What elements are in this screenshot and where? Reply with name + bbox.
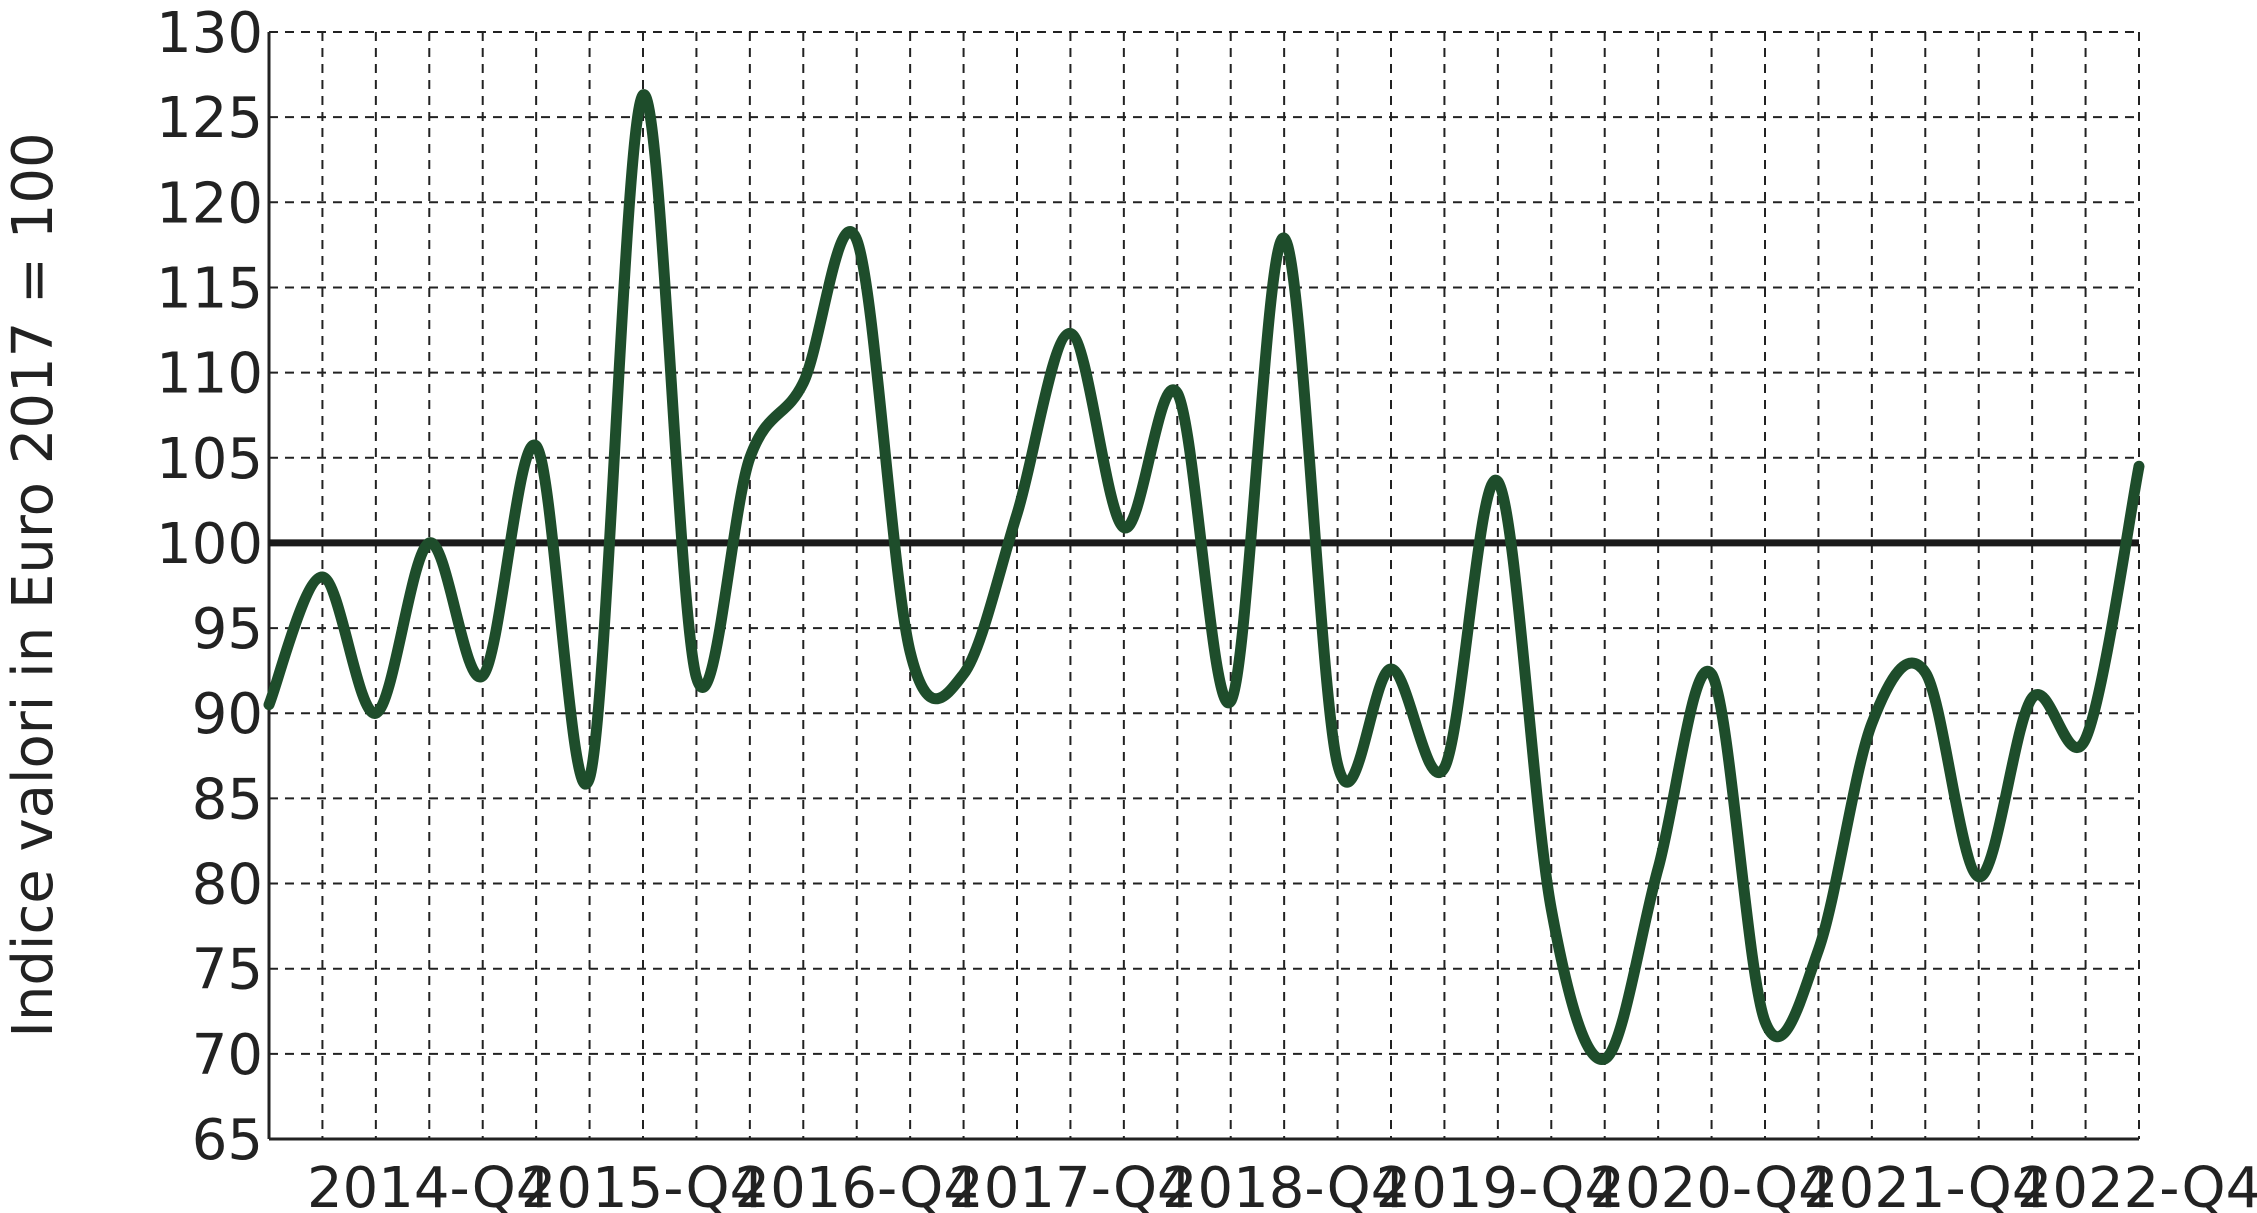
x-tick-label: 2017-Q4	[948, 1156, 1192, 1213]
y-tick-label: 70	[192, 1023, 263, 1088]
y-tick-label: 80	[192, 853, 263, 918]
x-tick-label: 2014-Q4	[307, 1156, 551, 1213]
y-tick-label: 125	[156, 86, 263, 151]
y-axis-label: Indice valori in Euro 2017 = 100	[1, 132, 66, 1037]
x-tick-label: 2021-Q4	[1803, 1156, 2047, 1213]
x-tick-label: 2020-Q4	[1589, 1156, 1833, 1213]
y-tick-label: 105	[156, 427, 263, 492]
y-tick-label: 115	[156, 256, 263, 321]
y-tick-label: 65	[192, 1108, 263, 1173]
y-tick-label: 110	[156, 342, 263, 407]
y-tick-label: 95	[192, 597, 263, 662]
y-tick-label: 75	[192, 938, 263, 1003]
y-tick-label: 85	[192, 767, 263, 832]
y-tick-label: 100	[156, 512, 263, 577]
x-tick-label: 2016-Q4	[734, 1156, 978, 1213]
y-tick-label: 130	[156, 1, 263, 66]
x-tick-label: 2018-Q4	[1162, 1156, 1406, 1213]
x-tick-label: 2015-Q4	[521, 1156, 765, 1213]
y-tick-label: 120	[156, 171, 263, 236]
x-tick-label: 2019-Q4	[1376, 1156, 1620, 1213]
data-line	[263, 89, 2145, 1065]
y-tick-label: 90	[192, 682, 263, 747]
x-tick-label: 2022-Q4	[2017, 1156, 2257, 1213]
